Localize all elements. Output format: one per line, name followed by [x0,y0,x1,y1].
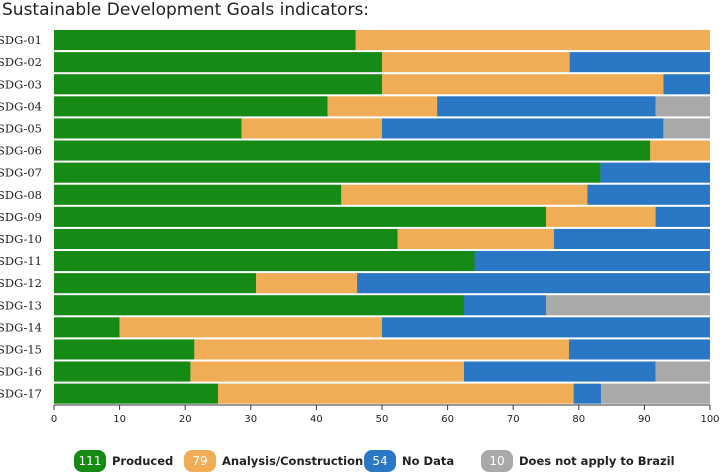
category-label-sdg-04: SDG-04 [0,99,42,113]
bar-sdg-10-no-data [553,228,710,249]
legend-label-analysis-construction: Analysis/Construction [222,454,364,468]
legend-label-produced: Produced [112,454,174,468]
category-label-sdg-14: SDG-14 [0,320,42,334]
bar-sdg-08-analysis-construction [341,184,588,205]
category-label-sdg-13: SDG-13 [0,298,42,312]
category-label-sdg-12: SDG-12 [0,276,42,290]
bars-layer [54,30,710,404]
bar-sdg-11-produced [54,251,475,272]
bar-sdg-08-produced [54,184,342,205]
chart-title: Sustainable Development Goals indicators… [2,0,370,20]
bar-sdg-05-does-not-apply-to-brazil [663,118,710,139]
category-label-sdg-08: SDG-08 [0,188,42,202]
legend-item-does-not-apply: 10 Does not apply to Brazil [481,449,675,473]
x-tick-label-20: 20 [179,414,192,425]
bar-sdg-17-does-not-apply-to-brazil [601,383,710,404]
bar-sdg-06-analysis-construction [650,140,710,161]
bar-sdg-14-produced [54,317,120,338]
legend-item-analysis-construction: 79 Analysis/Construction [184,449,363,473]
bar-sdg-09-no-data [655,206,710,227]
bar-sdg-13-does-not-apply-to-brazil [546,295,710,316]
bar-sdg-02-no-data [569,52,710,73]
bar-sdg-04-produced [54,96,328,117]
bar-sdg-09-produced [54,206,546,227]
bar-sdg-10-analysis-construction [397,228,554,249]
category-label-sdg-17: SDG-17 [0,387,42,401]
bar-sdg-17-produced [54,383,218,404]
category-label-sdg-03: SDG-03 [0,77,42,91]
legend-count-no-data: 54 [364,450,396,472]
bar-sdg-13-no-data [464,295,546,316]
x-tick-label-70: 70 [507,414,520,425]
bar-sdg-17-no-data [573,383,602,404]
category-label-sdg-11: SDG-11 [0,254,42,268]
bar-sdg-07-produced [54,162,601,183]
x-tick-label-100: 100 [700,414,719,425]
category-label-sdg-15: SDG-15 [0,342,42,356]
bar-sdg-12-no-data [357,273,710,294]
bar-sdg-12-produced [54,273,257,294]
x-tick-label-90: 90 [638,414,651,425]
legend-count-analysis-construction: 79 [184,450,216,472]
bar-sdg-15-no-data [568,339,710,360]
category-label-sdg-10: SDG-10 [0,232,42,246]
category-label-sdg-16: SDG-16 [0,365,42,379]
bar-sdg-05-produced [54,118,242,139]
x-tick-label-50: 50 [376,414,389,425]
x-axis: 0 10 20 30 40 50 60 70 80 90 100 [51,404,720,425]
x-tick-label-80: 80 [572,414,585,425]
bar-sdg-15-produced [54,339,195,360]
bar-sdg-02-produced [54,52,382,73]
bar-sdg-10-produced [54,228,398,249]
legend-count-produced: 111 [74,450,106,472]
category-label-sdg-05: SDG-05 [0,121,42,135]
legend-item-produced: 111 Produced [74,449,173,473]
x-tick-label-60: 60 [441,414,454,425]
bar-sdg-08-no-data [587,184,710,205]
legend-item-no-data: 54 No Data [364,449,454,473]
bar-sdg-04-does-not-apply-to-brazil [655,96,710,117]
bar-sdg-01-analysis-construction [355,30,710,51]
category-labels: SDG-01 SDG-02 SDG-03 SDG-04 SDG-05 SDG-06 SDG-… [0,33,42,401]
bar-sdg-02-analysis-construction [382,52,570,73]
legend-label-does-not-apply: Does not apply to Brazil [519,454,675,468]
legend-label-no-data: No Data [402,454,455,468]
bar-sdg-16-analysis-construction [190,361,464,382]
category-label-sdg-06: SDG-06 [0,144,42,158]
x-tick-label-30: 30 [244,414,257,425]
bar-sdg-16-produced [54,361,191,382]
bar-sdg-03-produced [54,74,382,95]
bar-sdg-06-produced [54,140,651,161]
x-tick-label-0: 0 [51,414,57,425]
bar-sdg-16-does-not-apply-to-brazil [655,361,710,382]
category-label-sdg-09: SDG-09 [0,210,42,224]
bar-sdg-04-analysis-construction [327,96,438,117]
bar-sdg-14-no-data [382,317,710,338]
bar-sdg-05-no-data [382,118,664,139]
bar-sdg-01-produced [54,30,356,51]
bar-sdg-09-analysis-construction [546,206,656,227]
bar-sdg-04-no-data [437,96,656,117]
category-label-sdg-02: SDG-02 [0,55,42,69]
bar-sdg-11-no-data [474,251,710,272]
stacked-bar-chart: SDG-01 SDG-02 SDG-03 SDG-04 SDG-05 SDG-06 SDG-… [0,30,720,425]
bar-sdg-15-analysis-construction [194,339,569,360]
x-tick-label-40: 40 [310,414,323,425]
bar-sdg-12-analysis-construction [256,273,358,294]
x-tick-label-10: 10 [113,414,126,425]
bar-sdg-14-analysis-construction [119,317,382,338]
legend-count-does-not-apply: 10 [481,450,513,472]
bar-sdg-05-analysis-construction [241,118,382,139]
bar-sdg-07-no-data [600,162,710,183]
bar-sdg-03-analysis-construction [382,74,664,95]
bar-sdg-13-produced [54,295,464,316]
category-label-sdg-01: SDG-01 [0,33,42,47]
category-label-sdg-07: SDG-07 [0,166,42,180]
bar-sdg-16-no-data [464,361,656,382]
bar-sdg-17-analysis-construction [218,383,574,404]
bar-sdg-03-no-data [663,74,710,95]
